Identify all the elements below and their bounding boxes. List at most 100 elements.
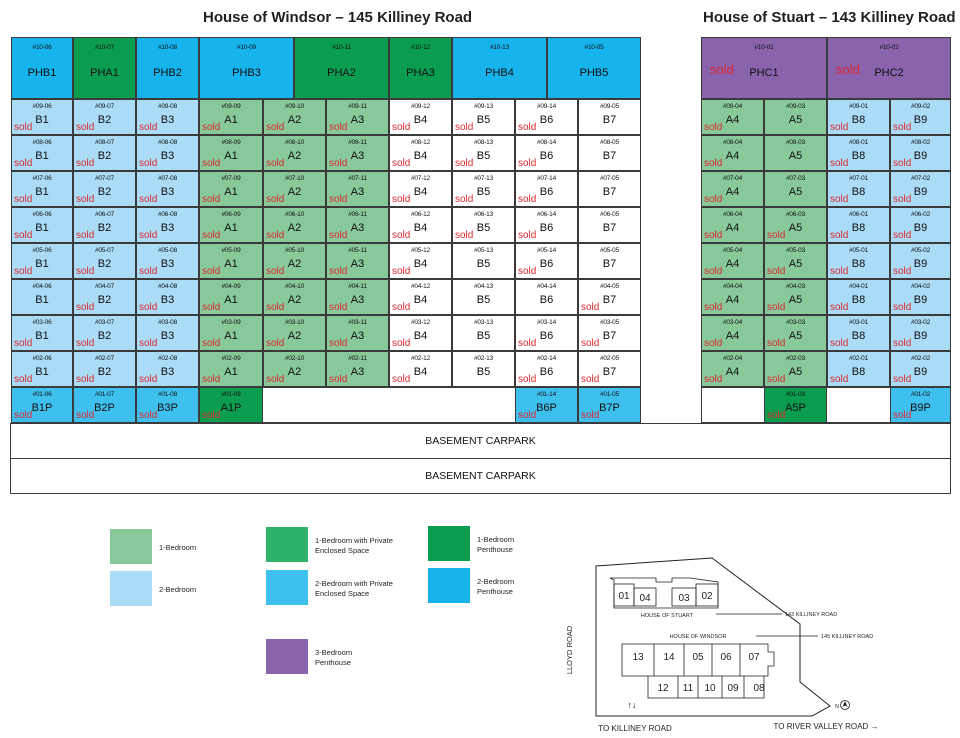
unit-type: A5 <box>788 329 803 342</box>
unit-type: B5 <box>476 365 491 378</box>
sold-marker: sold <box>518 374 537 385</box>
unit-type: A3 <box>350 329 365 342</box>
unit-number: #09-12 <box>410 103 431 111</box>
unit-cell-penthouse: #10-08 PHB2 <box>136 37 199 99</box>
unit-number: #07-12 <box>410 175 431 183</box>
sold-marker: sold <box>76 158 95 169</box>
unit-number: #07-07 <box>94 175 115 183</box>
unit-type: B1 <box>35 329 49 342</box>
unit-type: A2 <box>287 221 302 234</box>
sold-marker: sold <box>893 230 912 241</box>
unit-type: B9 <box>913 293 928 306</box>
unit-type: B7 <box>602 149 617 162</box>
unit-number: #04-14 <box>536 283 557 291</box>
sold-marker: sold <box>455 230 474 241</box>
unit-number: #01-09 <box>221 391 241 399</box>
unit-cell-ground: #01-02 B9P sold <box>890 387 951 423</box>
unit-number: #04-04 <box>722 283 743 291</box>
sold-marker: sold <box>266 158 285 169</box>
site-entrance-icon: ↑↓ <box>628 700 637 710</box>
unit-cell: #04-11 A3 sold <box>326 279 389 315</box>
unit-cell: #05-02 B9 sold <box>890 243 951 279</box>
legend-label-1-bedroom-penthouse: 1-Bedroom Penthouse <box>477 535 515 555</box>
unit-cell: #04-08 B3 sold <box>136 279 199 315</box>
unit-type: B4 <box>413 149 428 162</box>
unit-cell: #09-13 B5 sold <box>452 99 515 135</box>
sold-marker: sold <box>830 122 849 133</box>
sold-marker: sold <box>392 338 411 349</box>
site-stack-label-10: 10 <box>704 683 716 694</box>
unit-number: #07-11 <box>348 175 367 183</box>
unit-type: B6 <box>539 221 554 234</box>
unit-type: A3 <box>350 293 365 306</box>
unit-number: #02-03 <box>785 355 806 363</box>
unit-cell: #09-02 B9 sold <box>890 99 951 135</box>
sold-marker: sold <box>392 230 411 241</box>
unit-type: B9 <box>913 149 928 162</box>
unit-cell: #02-09 A1 sold <box>199 351 263 387</box>
unit-type: PHB1 <box>27 66 57 79</box>
unit-type: B9 <box>913 221 928 234</box>
site-stack-label-03: 03 <box>678 593 690 604</box>
unit-cell: #09-09 A1 sold <box>199 99 263 135</box>
unit-number: #04-02 <box>910 283 931 291</box>
unit-cell: #02-10 A2 sold <box>263 351 326 387</box>
unit-type: A3 <box>350 257 365 270</box>
basement-carpark-2: BASEMENT CARPARK <box>10 458 951 494</box>
unit-type: A5 <box>788 221 803 234</box>
unit-cell: #09-05 B7 <box>578 99 641 135</box>
unit-type: B7 <box>602 293 617 306</box>
unit-cell-penthouse: #10-02 PHC2 sold <box>827 37 951 99</box>
site-north-label: N <box>835 704 839 710</box>
unit-type: A3 <box>350 149 365 162</box>
unit-type: B8 <box>851 257 866 270</box>
unit-type: B2 <box>97 293 112 306</box>
unit-number: #08-01 <box>848 139 869 147</box>
unit-number: #02-06 <box>32 355 52 363</box>
unit-number: #06-05 <box>599 211 620 219</box>
unit-type: A3 <box>350 113 365 126</box>
unit-number: #03-14 <box>536 319 557 327</box>
unit-number: #06-07 <box>94 211 115 219</box>
unit-type: A1 <box>224 365 238 378</box>
unit-type: A5 <box>788 365 803 378</box>
sold-marker: sold <box>830 374 849 385</box>
unit-number: #08-02 <box>910 139 931 147</box>
unit-type: A3 <box>350 185 365 198</box>
legend-label-2-bedroom-penthouse: 2-Bedroom Penthouse <box>477 577 515 597</box>
sold-marker: sold <box>581 338 600 349</box>
unit-type: B6 <box>539 329 554 342</box>
unit-type: A2 <box>287 257 302 270</box>
unit-cell-ground: #01-09 A1P sold <box>199 387 263 423</box>
sold-marker: sold <box>202 410 221 421</box>
unit-number: #10-13 <box>489 44 510 51</box>
unit-number: #03-03 <box>785 319 806 327</box>
unit-number: #09-07 <box>94 103 115 111</box>
unit-number: #06-02 <box>910 211 931 219</box>
unit-cell: #07-07 B2 sold <box>73 171 136 207</box>
unit-number: #06-01 <box>848 211 869 219</box>
unit-type: A2 <box>287 113 302 126</box>
unit-cell: #06-07 B2 sold <box>73 207 136 243</box>
sold-marker: sold <box>392 194 411 205</box>
unit-cell: #08-03 A5 <box>764 135 827 171</box>
legend-label-2-bedroom-pes: 2-Bedroom with Private Enclosed Space <box>315 579 393 599</box>
unit-cell: #04-04 A4 sold <box>701 279 764 315</box>
sold-marker: sold <box>518 194 537 205</box>
unit-number: #09-08 <box>157 103 178 111</box>
sold-marker: sold <box>329 158 348 169</box>
site-stack-label-12: 12 <box>657 683 669 694</box>
sold-marker: sold <box>139 122 158 133</box>
unit-cell: #09-14 B6 sold <box>515 99 578 135</box>
unit-number: #03-04 <box>722 319 743 327</box>
unit-number: #03-11 <box>348 319 367 327</box>
unit-number: #08-10 <box>284 139 305 147</box>
unit-number: #07-01 <box>848 175 869 183</box>
unit-cell: #05-07 B2 sold <box>73 243 136 279</box>
unit-type: B8 <box>851 185 866 198</box>
unit-number: #07-13 <box>473 175 494 183</box>
unit-number: #08-11 <box>348 139 367 147</box>
unit-cell: #08-12 B4 sold <box>389 135 452 171</box>
unit-number: #03-12 <box>410 319 431 327</box>
unit-cell: #03-13 B5 <box>452 315 515 351</box>
